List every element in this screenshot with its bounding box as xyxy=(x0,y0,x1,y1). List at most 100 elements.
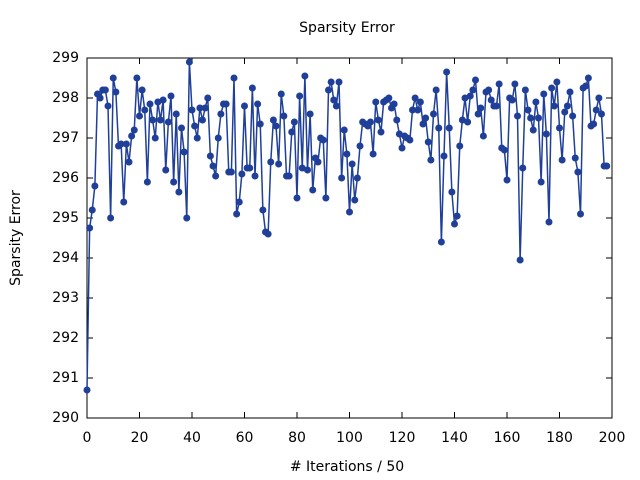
data-point xyxy=(435,124,443,132)
y-tick-label: 299 xyxy=(52,50,79,66)
data-point xyxy=(524,106,532,114)
data-point xyxy=(330,96,338,104)
data-point xyxy=(188,106,196,114)
plot-frame xyxy=(86,57,613,419)
x-tick-label: 0 xyxy=(83,430,92,446)
data-point xyxy=(411,94,419,102)
data-point xyxy=(83,386,91,394)
data-point xyxy=(419,120,427,128)
x-axis-label: # Iterations / 50 xyxy=(290,459,404,475)
data-point xyxy=(319,136,327,144)
x-tick-label: 40 xyxy=(183,430,201,446)
data-point xyxy=(157,116,164,124)
data-point xyxy=(437,238,445,246)
data-point xyxy=(451,220,458,228)
data-point xyxy=(574,168,582,176)
data-point xyxy=(170,178,178,186)
data-point xyxy=(201,104,209,112)
data-point xyxy=(206,152,214,160)
data-point xyxy=(458,116,466,124)
data-point xyxy=(466,92,474,100)
data-point xyxy=(485,86,493,94)
data-point xyxy=(443,68,451,76)
data-point xyxy=(101,86,109,94)
data-point xyxy=(290,118,298,126)
data-point xyxy=(322,194,330,202)
data-point xyxy=(217,110,225,118)
data-point xyxy=(569,112,577,120)
data-point xyxy=(390,100,398,108)
data-point xyxy=(540,90,548,98)
data-point xyxy=(414,106,422,114)
data-point xyxy=(595,94,603,102)
data-point xyxy=(577,210,584,218)
data-point xyxy=(369,150,377,158)
data-point xyxy=(298,164,306,172)
x-tick-label: 60 xyxy=(236,430,254,446)
data-point xyxy=(178,124,185,132)
data-point xyxy=(532,98,540,106)
data-point xyxy=(563,102,571,110)
data-point xyxy=(293,194,301,202)
data-point xyxy=(393,116,401,124)
data-point xyxy=(461,94,469,102)
data-point xyxy=(545,218,553,226)
data-point xyxy=(353,174,361,182)
x-tick-label: 80 xyxy=(288,430,306,446)
data-point xyxy=(301,72,309,80)
data-point xyxy=(571,154,579,162)
data-point xyxy=(335,78,343,86)
data-point xyxy=(296,92,304,100)
data-point xyxy=(519,164,527,172)
data-point xyxy=(553,78,561,86)
data-point xyxy=(406,136,414,144)
data-point xyxy=(154,98,162,106)
data-point xyxy=(453,212,461,220)
x-tick-label: 140 xyxy=(441,430,468,446)
data-point xyxy=(172,110,180,118)
data-point xyxy=(395,130,403,138)
data-point xyxy=(209,162,217,170)
data-point xyxy=(254,100,262,108)
data-point xyxy=(175,188,183,196)
data-point xyxy=(159,96,167,104)
data-point xyxy=(306,110,314,118)
data-point xyxy=(372,98,380,106)
data-point xyxy=(183,214,191,222)
data-point xyxy=(230,74,238,82)
y-axis-label: Sparsity Error xyxy=(8,190,24,286)
data-point xyxy=(248,84,256,92)
data-point xyxy=(238,170,246,178)
data-point xyxy=(548,84,556,92)
data-point xyxy=(503,176,511,184)
data-point xyxy=(149,116,157,124)
data-point xyxy=(235,198,243,206)
x-tick-label: 120 xyxy=(389,430,416,446)
data-point xyxy=(516,256,524,264)
data-point xyxy=(445,124,453,132)
x-tick-label: 160 xyxy=(494,430,521,446)
data-point xyxy=(356,142,364,150)
data-point xyxy=(493,102,500,110)
data-point xyxy=(204,94,212,102)
data-point xyxy=(592,106,600,114)
data-point xyxy=(251,172,259,180)
data-point xyxy=(343,150,351,158)
data-point xyxy=(167,92,175,100)
data-point xyxy=(521,86,529,94)
data-point xyxy=(469,86,477,94)
data-point xyxy=(125,158,133,166)
data-point xyxy=(487,96,495,104)
data-point xyxy=(285,172,293,180)
data-point xyxy=(332,102,340,110)
data-point xyxy=(246,164,254,172)
data-point xyxy=(348,160,356,168)
data-point xyxy=(598,110,605,118)
data-point xyxy=(464,118,472,126)
data-point xyxy=(527,114,535,122)
data-point xyxy=(566,88,574,96)
data-point xyxy=(346,208,353,216)
data-point xyxy=(511,80,519,88)
data-point xyxy=(193,134,201,142)
